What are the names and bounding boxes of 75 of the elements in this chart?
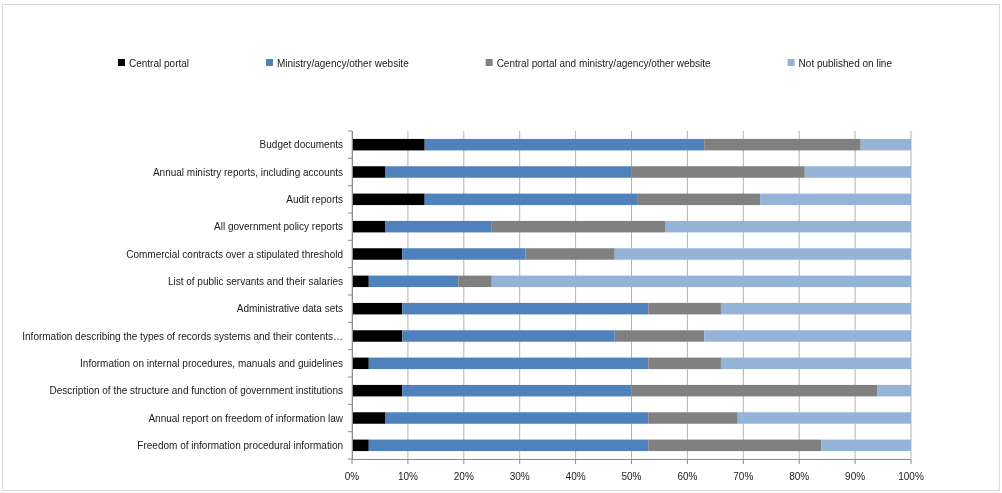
bar: [368, 439, 649, 452]
bar: [352, 439, 369, 452]
x-tick-label: 0%: [344, 471, 360, 482]
legend-label: Not published on line: [798, 57, 893, 69]
bar: [352, 220, 386, 233]
bar: [648, 439, 822, 452]
bar: [402, 248, 526, 260]
bar: [737, 412, 911, 424]
bar: [385, 220, 492, 233]
legend-label: Central portal: [129, 57, 190, 69]
y-tick-label: Annual ministry reports, including accounts: [152, 166, 343, 178]
bar: [614, 248, 911, 260]
bar: [352, 357, 369, 370]
bar: [352, 248, 403, 260]
y-tick-label: Description of the structure and function of government institutions: [49, 385, 343, 397]
bar: [352, 302, 403, 315]
bar: [637, 193, 761, 206]
legend-label: Central portal and ministry/agency/other website: [496, 57, 712, 69]
bar: [525, 248, 615, 260]
bar: [491, 220, 666, 233]
bar: [877, 384, 911, 397]
bar: [704, 330, 911, 342]
y-tick-label: Commercial contracts over a stipulated threshold: [126, 248, 343, 260]
y-tick-label: List of public servants and their salaries: [167, 275, 343, 287]
bar: [402, 330, 615, 342]
bar: [760, 193, 911, 206]
bar: [648, 357, 721, 370]
bar: [385, 412, 649, 424]
bar: [458, 275, 492, 288]
bar: [665, 220, 911, 233]
bar: [704, 138, 861, 151]
bar: [648, 412, 738, 424]
x-tick-label: 60%: [677, 471, 698, 482]
bar: [424, 138, 705, 151]
bar: [368, 357, 649, 370]
bar: [631, 166, 805, 178]
y-tick-label: Information describing the types of records systems and their contents…: [22, 330, 343, 342]
bar: [352, 166, 386, 178]
bar: [720, 357, 911, 370]
bar: [402, 302, 649, 315]
bar: [821, 439, 911, 452]
y-tick-label: All government policy reports: [214, 221, 343, 233]
x-tick-label: 50%: [621, 471, 642, 482]
y-tick-label: Information on internal procedures, manuals and guidelines: [80, 357, 343, 369]
bar: [352, 275, 369, 288]
y-tick-label: Annual report on freedom of information law: [148, 412, 344, 424]
bar: [352, 384, 403, 397]
bar: [352, 412, 386, 424]
x-tick-label: 70%: [733, 471, 754, 482]
x-tick-label: 40%: [565, 471, 586, 482]
bar: [352, 193, 425, 206]
legend-label: Ministry/agency/other website: [276, 57, 410, 69]
bar: [491, 275, 911, 288]
y-tick-label: Budget documents: [259, 139, 343, 151]
x-tick-label: 10%: [397, 471, 419, 482]
bar: [631, 384, 878, 397]
x-tick-label: 100%: [898, 471, 924, 482]
y-tick-label: Freedom of information procedural information: [137, 439, 343, 451]
bar: [368, 275, 459, 288]
bar: [804, 166, 911, 178]
bar: [424, 193, 638, 206]
bar: [648, 302, 721, 315]
y-tick-label: Audit reports: [286, 193, 343, 205]
bar: [352, 138, 425, 151]
x-tick-label: 80%: [789, 471, 810, 482]
x-tick-label: 90%: [845, 471, 866, 482]
x-tick-label: 20%: [453, 471, 474, 482]
bar: [352, 330, 403, 342]
y-tick-label: Administrative data sets: [236, 303, 343, 315]
x-tick-label: 30%: [509, 471, 530, 482]
bar: [614, 330, 705, 342]
bar: [860, 138, 911, 151]
bar: [402, 384, 632, 397]
bar: [385, 166, 632, 178]
bar: [720, 302, 911, 315]
